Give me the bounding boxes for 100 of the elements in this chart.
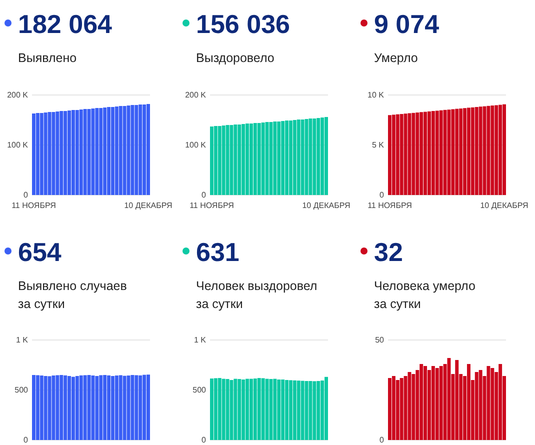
bar (443, 110, 447, 195)
bar (234, 124, 238, 195)
bar (91, 108, 95, 195)
bar (447, 358, 451, 440)
bar (107, 107, 111, 195)
bar (68, 110, 72, 195)
x-tick-label: 11 НОЯБРЯ (190, 201, 234, 210)
bar (416, 112, 420, 195)
bar (103, 108, 107, 195)
y-tick-label: 500 (192, 386, 207, 395)
bar (431, 111, 435, 195)
chart-subtitle: Умерло (374, 51, 418, 65)
bar (431, 366, 435, 440)
bar (486, 106, 490, 195)
chart-title: 182 064 (18, 9, 113, 39)
y-tick-label: 200 K (7, 90, 29, 100)
bar (498, 104, 502, 195)
bar (412, 374, 416, 440)
bar (122, 106, 126, 195)
bar (56, 112, 60, 195)
bar (142, 104, 146, 195)
bar (424, 366, 428, 440)
bar (64, 111, 68, 195)
bar (420, 364, 424, 440)
bar (455, 108, 459, 195)
bar (447, 110, 451, 195)
bar (474, 372, 478, 440)
bar (408, 113, 412, 195)
bar (451, 109, 455, 195)
bar (439, 366, 443, 440)
bar (412, 112, 416, 195)
bar (502, 104, 506, 195)
bar (146, 104, 150, 195)
y-tick-label: 50 (375, 336, 385, 345)
bar (404, 376, 408, 440)
bar (130, 105, 134, 195)
bar (273, 122, 277, 195)
y-tick-label: 100 K (7, 140, 29, 150)
bar (388, 378, 392, 440)
chart-subtitle: Человек выздоровел за сутки (196, 279, 318, 311)
chart-subtitle: Выявлено случаев за сутки (18, 279, 128, 311)
bar (265, 122, 269, 195)
bar (424, 112, 428, 195)
bar (292, 120, 296, 195)
y-tick-label: 0 (202, 190, 207, 200)
bar (420, 112, 424, 195)
bar (79, 110, 83, 195)
bar (308, 118, 312, 195)
bar (134, 105, 138, 195)
bar (296, 120, 300, 195)
bar (463, 108, 467, 195)
y-tick-label: 100 K (185, 140, 207, 150)
bar (75, 110, 79, 195)
bar (494, 105, 498, 195)
bar (466, 108, 470, 195)
bar (466, 364, 470, 440)
bar (36, 113, 40, 195)
bar (427, 111, 431, 195)
bar (404, 114, 408, 195)
bar (478, 106, 482, 195)
bar (474, 107, 478, 195)
chart-title: 32 (374, 237, 403, 267)
chart-subtitle: Выздоровело (196, 51, 274, 65)
x-tick-label: 10 ДЕКАБРЯ (480, 201, 529, 210)
y-tick-label: 1 K (16, 336, 29, 345)
bar (288, 120, 292, 195)
chart-subtitle: Выявлено (18, 51, 77, 65)
bar (281, 121, 285, 195)
bar (277, 122, 281, 195)
bar (316, 118, 320, 195)
bar (396, 114, 400, 195)
x-tick-label: 11 НОЯБРЯ (368, 201, 412, 210)
bar (114, 106, 118, 195)
bar (249, 124, 253, 195)
x-tick-label: 10 ДЕКАБРЯ (302, 201, 351, 210)
bar (246, 124, 250, 195)
bar (388, 115, 392, 195)
bar (253, 123, 257, 195)
bar (392, 114, 396, 195)
y-tick-label: 5 K (372, 140, 385, 150)
bar (238, 124, 242, 195)
bar (257, 123, 261, 195)
chart-subtitle: Человека умерло за сутки (374, 279, 476, 311)
bar (285, 120, 289, 195)
y-tick-label: 0 (24, 436, 29, 445)
bar (400, 378, 404, 440)
bar (459, 108, 463, 195)
bar (218, 126, 222, 195)
bar (396, 380, 400, 440)
bar (312, 118, 316, 195)
bar (48, 112, 52, 195)
y-tick-label: 500 (14, 386, 29, 395)
y-tick-label: 0 (24, 190, 29, 200)
bar (99, 108, 103, 195)
chart-title: 156 036 (196, 9, 290, 39)
bar (261, 122, 265, 195)
bar (138, 104, 142, 195)
bar (32, 114, 36, 195)
chart-title: 631 (196, 237, 240, 267)
bar (455, 360, 459, 440)
